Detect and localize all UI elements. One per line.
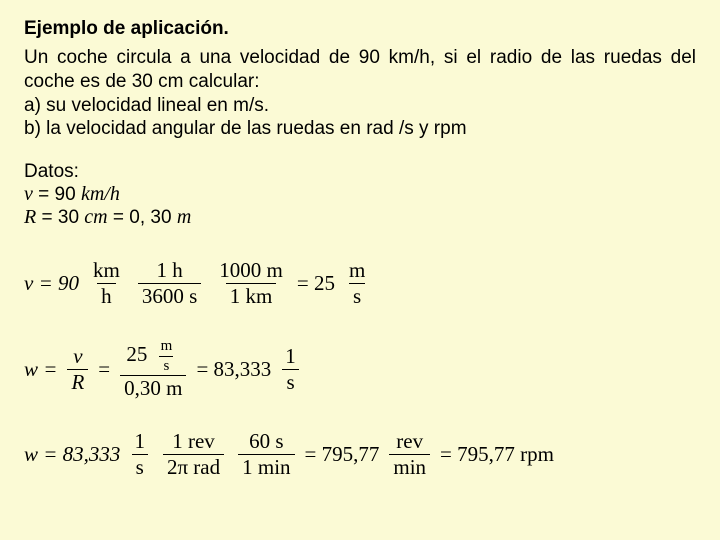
r-unit: cm xyxy=(84,206,107,228)
eq3-f3d: 1 min xyxy=(238,454,294,479)
eq3-frac4: rev min xyxy=(389,430,430,479)
eq1-frac1: km h xyxy=(89,259,124,308)
eq1-f3n: 1000 m xyxy=(215,259,287,283)
equation-1: v = 90 km h 1 h 3600 s 1000 m 1 km = 25 … xyxy=(24,259,696,308)
eq2-equals: = xyxy=(98,357,110,382)
question-b: b) la velocidad angular de las ruedas en… xyxy=(24,117,696,141)
r-symbol: R xyxy=(24,206,36,228)
eq2-f3n: 1 xyxy=(281,345,300,369)
eq3-f1n: 1 xyxy=(130,430,149,454)
eq3-f3n: 60 s xyxy=(245,430,287,454)
eq1-f1d: h xyxy=(97,283,116,308)
eq1-f1n: km xyxy=(89,259,124,283)
eq1-lhs: v = 90 xyxy=(24,271,79,296)
eq1-f2d: 3600 s xyxy=(138,283,201,308)
eq2-f1d: R xyxy=(67,369,88,394)
eq3-result2: = 795,77 rpm xyxy=(440,442,554,467)
eq3-result1: = 795,77 xyxy=(305,442,380,467)
eq2-frac1: v R xyxy=(67,345,88,394)
eq2-lhs: w = xyxy=(24,357,57,382)
dato-r: R = 30 cm = 0, 30 m xyxy=(24,206,696,229)
eq3-f1d: s xyxy=(132,454,148,479)
eq2-f2d: 0,30 m xyxy=(120,375,186,400)
example-title: Ejemplo de aplicación. xyxy=(24,18,696,40)
eq2-f2n: 25 m s xyxy=(122,338,184,375)
eq2-result: = 83,333 xyxy=(196,357,271,382)
eq3-frac2: 1 rev 2π rad xyxy=(163,430,224,479)
eq2-inner-d: s xyxy=(159,356,173,375)
eq2-inner-frac: m s xyxy=(157,338,177,374)
eq3-lhs: w = 83,333 xyxy=(24,442,120,467)
question-a: a) su velocidad lineal en m/s. xyxy=(24,94,696,118)
eq3-f2d: 2π rad xyxy=(163,454,224,479)
equation-2: w = v R = 25 m s 0,30 m = 83,333 1 s xyxy=(24,338,696,400)
eq2-frac2: 25 m s 0,30 m xyxy=(120,338,186,400)
eq1-f3d: 1 km xyxy=(226,283,277,308)
equation-3: w = 83,333 1 s 1 rev 2π rad 60 s 1 min =… xyxy=(24,430,696,479)
eq2-inner-n: m xyxy=(157,338,177,356)
eq2-f3d: s xyxy=(282,369,298,394)
eq2-num25: 25 xyxy=(126,342,147,366)
eq1-frac3: 1000 m 1 km xyxy=(215,259,287,308)
datos-label: Datos: xyxy=(24,161,696,183)
v-symbol: v xyxy=(24,183,33,205)
dato-v: v = 90 km/h xyxy=(24,183,696,206)
eq1-f4n: m xyxy=(345,259,369,283)
eq3-f4n: rev xyxy=(392,430,427,454)
r-unit2: m xyxy=(177,206,191,228)
eq2-frac3: 1 s xyxy=(281,345,300,394)
r-value: = 30 xyxy=(36,207,84,228)
eq3-frac3: 60 s 1 min xyxy=(238,430,294,479)
eq1-f2n: 1 h xyxy=(152,259,186,283)
eq1-result: = 25 xyxy=(297,271,335,296)
r-eq: = 0, 30 xyxy=(108,207,177,228)
v-value: = 90 xyxy=(33,184,81,205)
eq2-f1n: v xyxy=(69,345,86,369)
eq1-frac4: m s xyxy=(345,259,369,308)
eq1-frac2: 1 h 3600 s xyxy=(138,259,201,308)
eq3-f2n: 1 rev xyxy=(168,430,219,454)
eq3-f4d: min xyxy=(389,454,430,479)
v-unit: km/h xyxy=(81,183,120,205)
eq3-frac1: 1 s xyxy=(130,430,149,479)
eq1-f4d: s xyxy=(349,283,365,308)
problem-statement: Un coche circula a una velocidad de 90 k… xyxy=(24,46,696,94)
